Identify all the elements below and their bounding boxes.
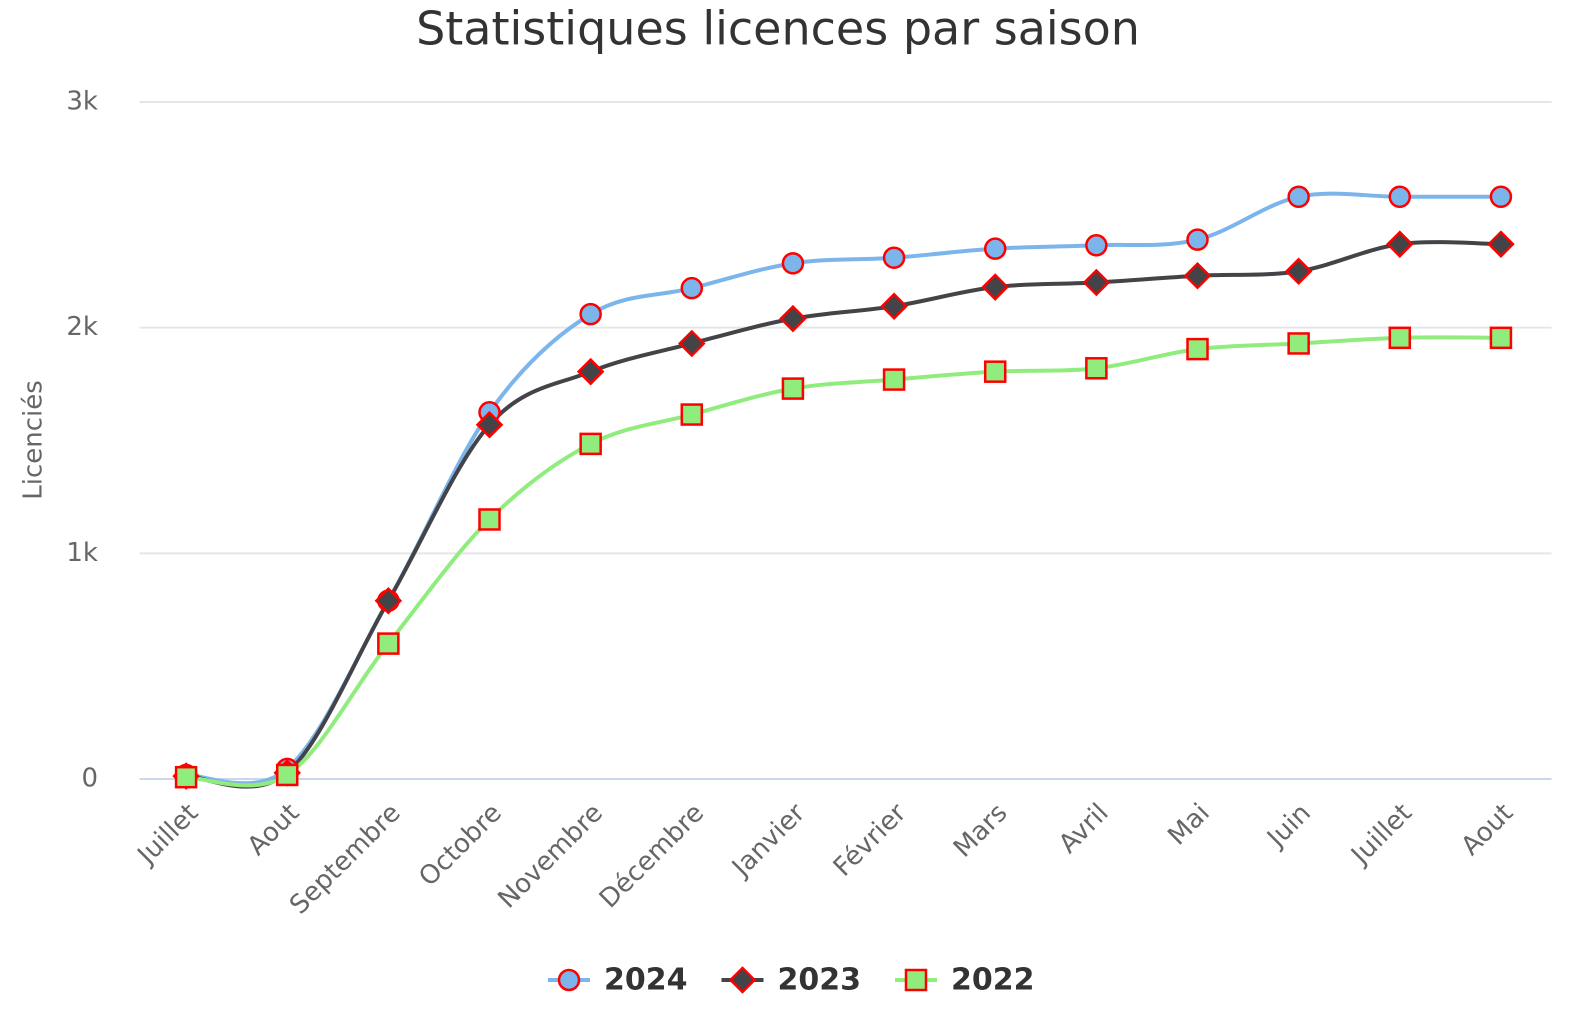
x-tick-label: Juin	[1260, 798, 1316, 854]
x-tick-label: Novembre	[492, 798, 608, 914]
marker	[557, 968, 581, 992]
marker	[475, 410, 504, 439]
y-axis-label: Licenciés	[19, 380, 49, 500]
marker	[678, 329, 706, 358]
y-tick-label: 2k	[66, 312, 98, 342]
marker	[904, 968, 928, 992]
y-tick-label: 0	[81, 764, 98, 794]
marker	[478, 508, 501, 531]
x-tick-label: Février	[828, 798, 913, 883]
marker	[1489, 185, 1513, 209]
marker	[680, 403, 704, 426]
legend-label: 2022	[951, 963, 1035, 998]
marker	[1186, 337, 1209, 361]
marker	[882, 246, 906, 269]
marker	[880, 292, 908, 320]
marker	[1388, 326, 1412, 350]
marker	[576, 357, 605, 386]
chart-title: Statistiques licences par saison	[416, 2, 1140, 56]
series-line	[185, 240, 1501, 789]
marker	[1186, 228, 1209, 251]
marker	[1386, 230, 1414, 258]
marker	[374, 586, 403, 615]
marker	[1284, 257, 1313, 286]
y-tick-label: 3k	[66, 87, 98, 117]
x-tick-label: Mai	[1162, 798, 1215, 851]
marker	[1085, 357, 1108, 380]
marker	[1183, 261, 1212, 290]
marker	[1487, 230, 1515, 258]
marker	[781, 377, 805, 400]
marker	[728, 966, 757, 994]
marker	[983, 237, 1007, 260]
x-tick-label: Janvier	[725, 798, 811, 884]
x-tick-label: Juillet	[131, 798, 205, 872]
marker	[882, 368, 906, 391]
marker	[579, 432, 602, 456]
series-line	[185, 191, 1501, 786]
marker	[377, 632, 400, 655]
marker	[1388, 185, 1412, 209]
legend-label: 2023	[778, 963, 862, 998]
marker	[1287, 332, 1310, 355]
marker	[1082, 268, 1111, 297]
marker	[275, 763, 299, 787]
x-tick-label: Mars	[948, 798, 1013, 863]
marker	[981, 273, 1009, 301]
x-tick-label: Octobre	[413, 798, 507, 892]
marker	[680, 276, 704, 300]
y-tick-label: 1k	[66, 538, 98, 568]
marker	[983, 360, 1007, 383]
x-tick-label: Avril	[1053, 798, 1114, 859]
marker	[781, 252, 805, 275]
marker	[1085, 234, 1108, 257]
x-tick-label: Juillet	[1344, 798, 1418, 872]
marker	[174, 765, 198, 789]
marker	[1287, 185, 1310, 209]
x-tick-label: Aout	[1456, 798, 1520, 862]
marker	[1489, 326, 1513, 350]
x-tick-label: Aout	[242, 798, 306, 862]
series-line	[185, 335, 1501, 788]
legend-label: 2024	[604, 963, 688, 998]
marker	[779, 304, 807, 333]
x-tick-label: Décembre	[594, 798, 710, 914]
marker	[579, 302, 602, 326]
